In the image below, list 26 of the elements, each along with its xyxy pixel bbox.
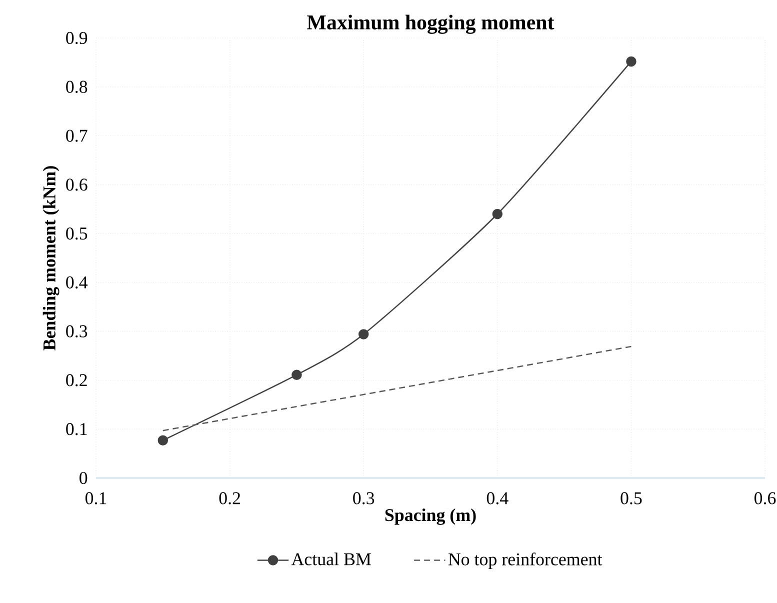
y-tick-label: 0.3 [66,325,88,338]
y-tick-label: 0.2 [66,374,87,386]
x-tick-label: 0.4 [486,492,508,504]
x-tick-label: 0.5 [620,492,642,504]
x-tick-label: 0.6 [754,492,776,504]
chart-title: Maximum hogging moment [307,14,554,34]
y-tick-label: 0.5 [66,227,88,240]
y-tick-label: 0.8 [66,80,88,93]
x-tick-label: 0.2 [219,492,240,504]
point [492,208,503,220]
x-tick-label: 0.1 [85,492,106,504]
y-tick-label: 0.9 [66,32,88,44]
legend-label: No top reinforcement [448,552,602,570]
point [626,56,636,67]
x-axis-title: Spacing (m) [385,508,476,525]
x-tick-label: 0.3 [353,492,374,504]
point [158,435,168,446]
point [292,370,302,380]
y-axis-title: Bending moment (kNm) [42,166,60,350]
y-tick-label: 0.1 [66,423,87,436]
y-tick-label: 0.7 [66,130,88,142]
y-tick-label: 0.6 [66,178,88,191]
y-tick-label: 0 [80,472,88,484]
y-tick-label: 0.4 [66,276,88,289]
legend-label: Actual BM [291,552,371,566]
point [358,329,369,340]
